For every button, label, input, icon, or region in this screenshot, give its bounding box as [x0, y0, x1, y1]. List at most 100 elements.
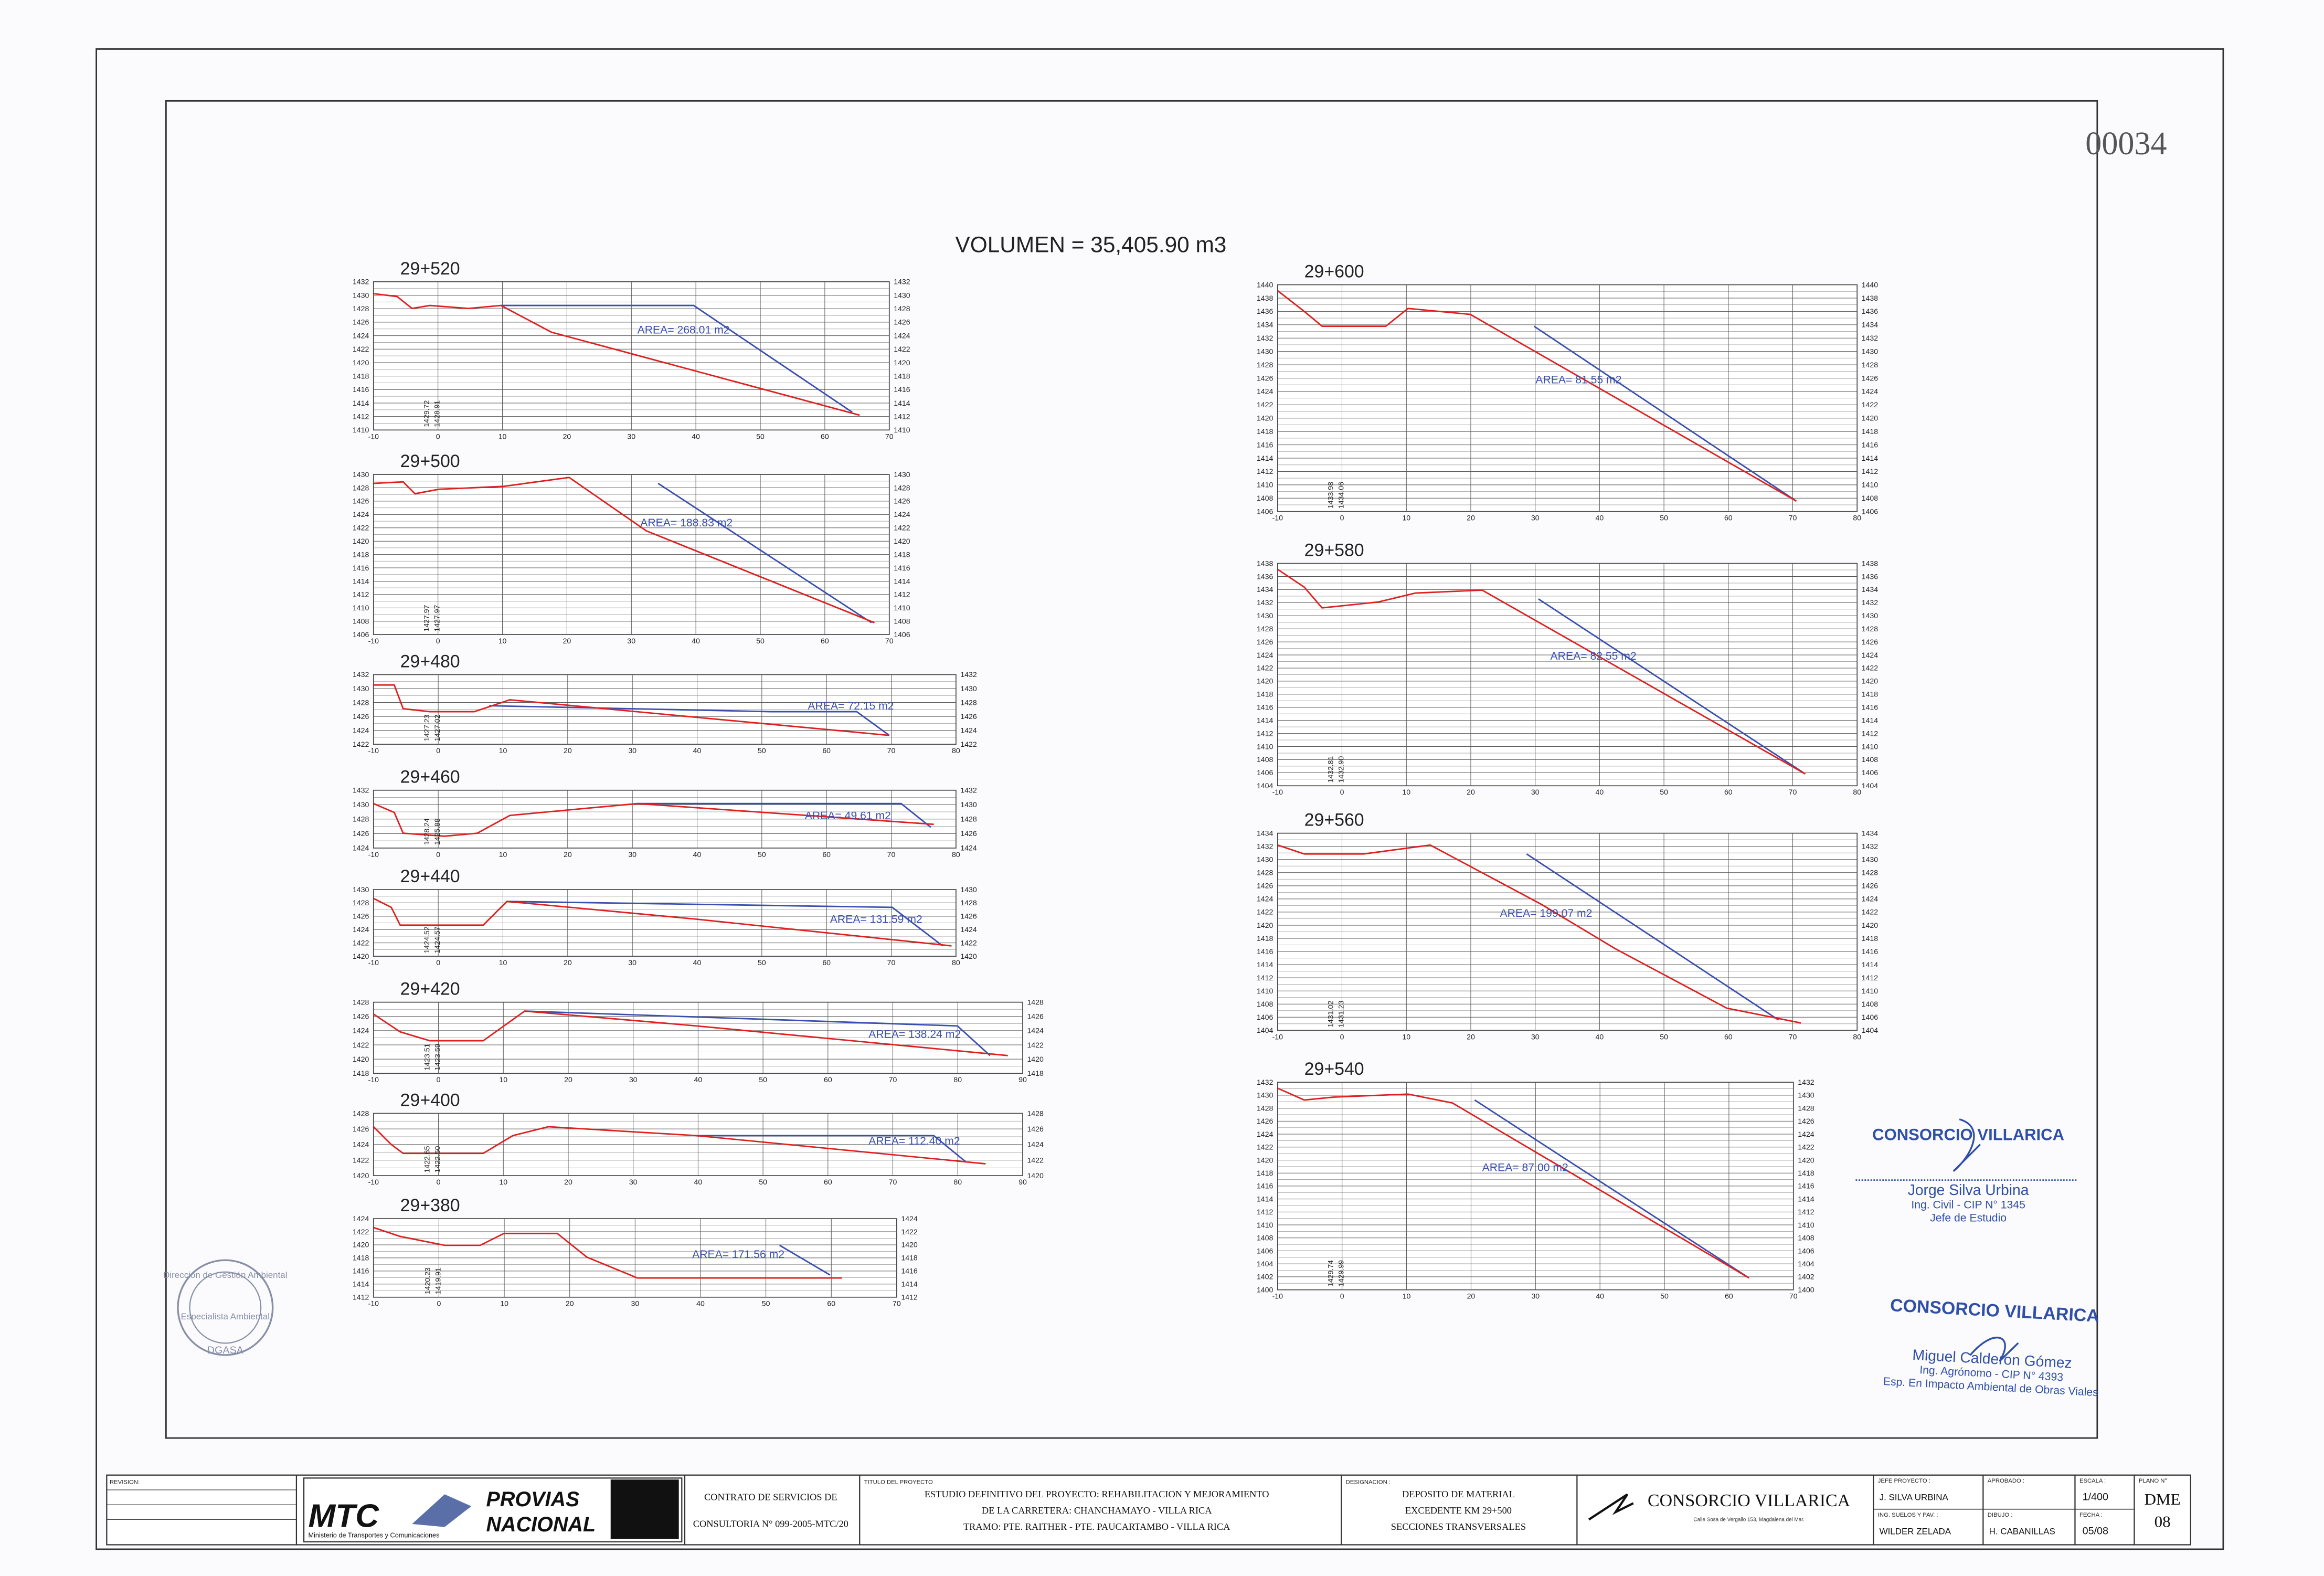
y-tick-label: 1418: [353, 550, 369, 558]
y-tick-label: 1424: [353, 510, 369, 519]
elevation-label: 1422.50: [433, 1146, 441, 1172]
y-tick-label: 1428: [960, 698, 977, 706]
elevation-label: 1431.23: [1336, 1001, 1345, 1028]
y-tick-label: 1420: [353, 537, 369, 545]
x-tick-label: 30: [1531, 1032, 1540, 1041]
elevation-label: 1424.57: [433, 926, 441, 953]
y-tick-label: 1426: [1862, 374, 1879, 382]
elevation-label: 1424.52: [422, 926, 431, 953]
y-tick-label: 1420: [1257, 677, 1274, 685]
y-tick-label: 1424: [1257, 387, 1274, 396]
x-tick-label: 90: [1018, 1178, 1027, 1186]
y-tick-label: 1438: [1862, 559, 1879, 567]
logo-mark: [412, 1494, 472, 1527]
y-tick-label: 1424: [353, 844, 369, 852]
y-tick-label: 1412: [1257, 1208, 1274, 1216]
x-tick-label: 0: [1340, 514, 1344, 522]
x-tick-label: 40: [693, 746, 702, 755]
x-tick-label: 20: [564, 958, 572, 967]
plan: DME: [2145, 1490, 2181, 1508]
y-tick-label: 1410: [1862, 987, 1879, 995]
y-tick-label: 1434: [1257, 829, 1274, 837]
y-tick-label: 1412: [353, 412, 369, 420]
y-tick-label: 1426: [894, 318, 910, 326]
x-tick-label: 60: [822, 850, 831, 859]
y-tick-label: 1402: [1798, 1273, 1814, 1281]
y-tick-label: 1418: [894, 372, 910, 380]
y-tick-label: 1412: [1798, 1208, 1814, 1216]
y-tick-label: 1428: [353, 898, 369, 907]
y-tick-label: 1420: [894, 358, 910, 367]
y-tick-label: 1418: [353, 1254, 369, 1262]
station-label: 29+420: [400, 979, 460, 999]
x-tick-label: 60: [827, 1299, 835, 1308]
y-tick-label: 1424: [353, 1214, 369, 1223]
designation-label: DESIGNACION :: [1346, 1479, 1391, 1486]
station-label: 29+560: [1304, 810, 1364, 830]
y-tick-label: 1408: [1862, 494, 1879, 502]
y-tick-label: 1420: [1862, 677, 1879, 685]
y-tick-label: 1420: [353, 358, 369, 367]
y-tick-label: 1408: [1798, 1234, 1814, 1242]
x-tick-label: 80: [952, 746, 960, 755]
y-tick-label: 1412: [1862, 974, 1879, 982]
y-tick-label: 1426: [1257, 374, 1274, 382]
x-tick-label: 20: [564, 850, 572, 859]
x-tick-label: 50: [756, 432, 765, 440]
logo-mtc: MTC: [309, 1498, 380, 1535]
y-tick-label: 1434: [1862, 829, 1879, 837]
x-tick-label: 70: [1789, 1032, 1797, 1041]
y-tick-label: 1434: [1257, 585, 1274, 594]
y-tick-label: 1426: [960, 912, 977, 921]
x-tick-label: 60: [1724, 514, 1733, 522]
station-label: 29+480: [400, 651, 460, 671]
y-tick-label: 1424: [960, 925, 977, 934]
y-tick-label: 1414: [1862, 454, 1879, 462]
approved-label: APROBADO :: [1988, 1478, 2024, 1484]
x-tick-label: 0: [1340, 788, 1344, 796]
y-tick-label: 1424: [1257, 1130, 1274, 1138]
y-tick-label: 1412: [894, 590, 910, 599]
x-tick-label: 50: [758, 850, 766, 859]
y-tick-label: 1438: [1862, 294, 1879, 302]
elevation-label: 1427.02: [433, 714, 441, 741]
date: 05/08: [2083, 1526, 2108, 1537]
elevation-label: 1429.72: [422, 400, 431, 427]
y-tick-label: 1432: [1862, 334, 1879, 342]
y-tick-label: 1412: [353, 590, 369, 599]
provias: NACIONAL: [486, 1513, 596, 1536]
y-tick-label: 1438: [1257, 559, 1274, 567]
y-tick-label: 1422: [353, 524, 369, 532]
x-tick-label: 60: [1724, 788, 1733, 796]
y-tick-label: 1406: [1862, 768, 1879, 777]
y-tick-label: 1428: [353, 483, 369, 492]
design-line: [506, 901, 943, 947]
y-tick-label: 1424: [353, 1140, 369, 1149]
station-label: 29+380: [400, 1196, 460, 1215]
y-tick-label: 1410: [1257, 481, 1274, 489]
x-tick-label: 70: [1789, 788, 1797, 796]
x-tick-label: 10: [1402, 514, 1410, 522]
y-tick-label: 1410: [353, 426, 369, 434]
revision-label: REVISION:: [110, 1479, 140, 1486]
x-tick-label: 0: [437, 1075, 441, 1084]
address: Calle Sosa de Vergallo 153, Magdalena de…: [1693, 1517, 1804, 1522]
y-tick-label: 1418: [901, 1254, 918, 1262]
y-tick-label: 1422: [353, 1041, 369, 1049]
y-tick-label: 1416: [353, 1267, 369, 1275]
x-tick-label: 70: [893, 1299, 901, 1308]
y-tick-label: 1420: [1257, 1156, 1274, 1164]
x-tick-label: -10: [368, 1299, 379, 1308]
y-tick-label: 1424: [1798, 1130, 1814, 1138]
y-tick-label: 1422: [353, 740, 369, 748]
y-tick-label: 1408: [1257, 494, 1274, 502]
x-tick-label: 0: [436, 850, 440, 859]
y-tick-label: 1422: [1257, 400, 1274, 409]
y-tick-label: 1404: [1862, 781, 1879, 790]
terrain-line: [373, 1126, 986, 1165]
terrain-line: [373, 802, 934, 837]
y-tick-label: 1416: [1862, 703, 1879, 712]
y-tick-label: 1414: [1862, 716, 1879, 724]
x-tick-label: 40: [693, 850, 702, 859]
